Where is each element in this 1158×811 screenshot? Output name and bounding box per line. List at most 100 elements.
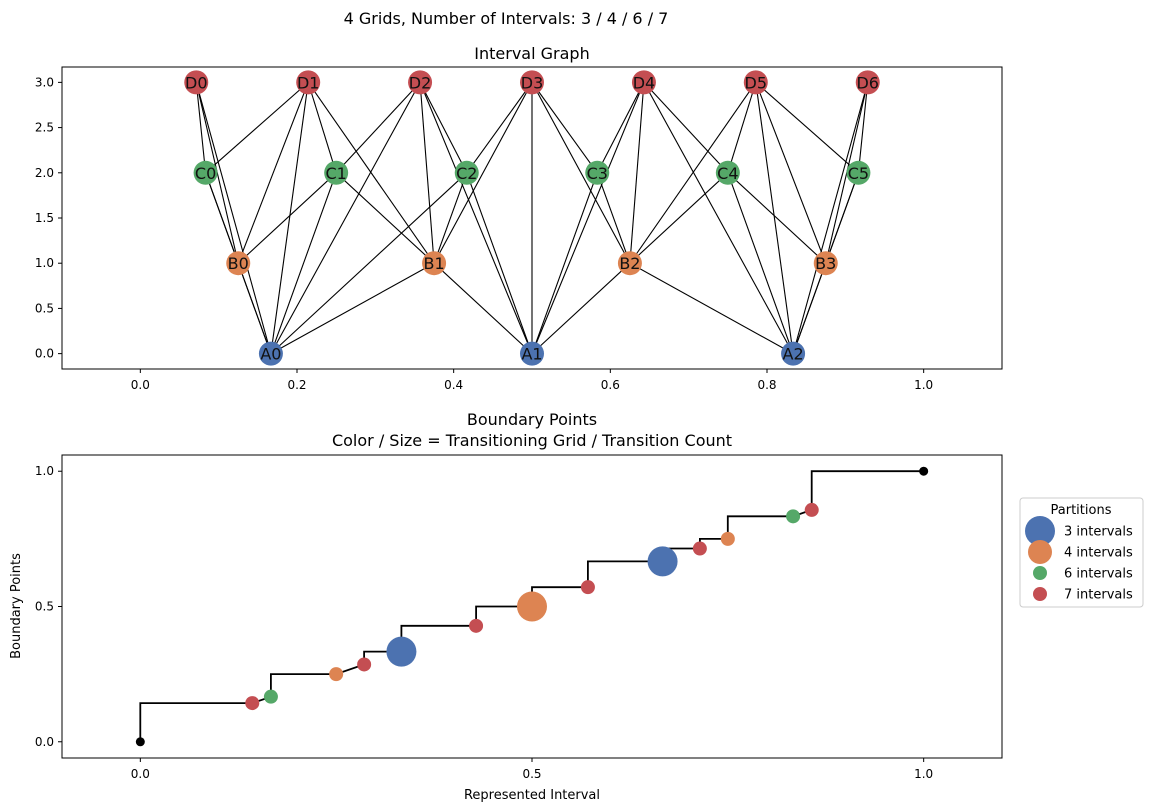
graph-edge-A0-B1 [270,262,435,355]
graph-node-D5 [743,70,768,95]
graph-edge-C5-D6 [857,82,869,173]
graph-node-label-C3: C3 [587,164,608,183]
legend-label: 6 intervals [1064,567,1133,582]
graph-node-B0 [226,251,251,276]
graph-node-label-A2: A2 [783,345,804,364]
x-tick-label: 0.2 [287,378,306,392]
graph-node-C3 [585,160,610,185]
legend-title: Partitions [1051,503,1112,518]
graph-node-label-D4: D4 [633,73,656,92]
legend-entries: 3 intervals 4 intervals 6 intervals 7 inter… [1025,516,1133,603]
graph-node-D4 [631,70,656,95]
interval-graph-edges [195,81,869,355]
y-tick-label: 3.0 [35,75,54,89]
boundary-point-D [469,618,484,633]
graph-edge-C2-D2 [419,82,468,174]
graph-edge-A2-D4 [643,82,794,354]
boundary-point-A [386,636,417,667]
graph-node-C1 [324,160,349,185]
graph-node-label-D1: D1 [297,73,320,92]
graph-node-label-C0: C0 [195,164,216,183]
graph-edge-C3-D3 [531,82,598,174]
y-tick-label: 0.0 [35,735,54,749]
boundary-point-C [786,509,801,524]
graph-edge-C4-D5 [727,82,757,173]
x-tick-label: 0.8 [757,378,776,392]
interval-graph-x-axis: 0.0 0.2 0.4 0.6 0.8 1.0 [131,369,933,392]
graph-edge-B2-D5 [629,82,757,264]
graph-node-D0 [184,70,209,95]
graph-edge-B0-C0 [205,172,239,264]
x-axis-label: Represented Interval [464,788,600,803]
graph-edge-B2-D4 [629,82,645,264]
graph-edge-C1-D1 [307,82,337,173]
boundary-point-B [720,531,735,546]
graph-node-B3 [813,251,838,276]
legend-label: 4 intervals [1064,546,1133,561]
graph-node-D2 [408,70,433,95]
figure-suptitle: 4 Grids, Number of Intervals: 3 / 4 / 6 … [344,9,669,28]
graph-edge-B3-C5 [825,172,859,264]
x-tick-label: 0.0 [131,378,150,392]
boundary-point-B [517,591,547,622]
x-tick-label: 0.4 [444,378,463,392]
endpoint-marker [919,466,929,476]
boundary-point-D [580,580,595,595]
legend-marker-B [1028,540,1052,564]
legend: Partitions 3 intervals 4 intervals 6 inter… [1019,497,1144,608]
graph-edge-B2-C4 [629,172,729,264]
graph-edge-C0-D0 [195,82,207,173]
graph-edge-C4-D4 [643,81,729,174]
graph-node-C5 [846,160,871,185]
graph-node-label-D5: D5 [745,73,768,92]
graph-node-label-A1: A1 [521,345,542,364]
graph-edge-C5-D5 [755,81,859,174]
boundary-points-x-axis: 0.0 0.5 1.0 [131,758,933,781]
graph-node-A1 [520,341,544,366]
legend-marker-D [1033,587,1047,601]
graph-node-D3 [520,70,544,95]
graph-edge-C1-D2 [335,81,421,174]
boundary-points-markers [135,466,929,747]
graph-edge-B2-D3 [531,82,631,264]
graph-edge-B1-C1 [335,172,435,264]
graph-node-label-C1: C1 [325,164,346,183]
x-tick-label: 1.0 [914,767,933,781]
graph-edge-B3-C4 [727,172,827,264]
graph-node-label-D6: D6 [856,73,879,92]
graph-edge-A1-B2 [531,262,631,355]
graph-node-D6 [855,70,880,95]
graph-node-label-C2: C2 [456,164,477,183]
y-tick-label: 1.0 [35,256,54,270]
graph-node-A2 [781,341,806,366]
graph-node-label-B3: B3 [815,254,836,273]
y-tick-label: 1.0 [35,464,54,478]
y-tick-label: 0.5 [35,301,54,315]
graph-edge-C3-D4 [596,82,645,174]
boundary-point-D [804,502,819,517]
graph-edge-A1-D4 [531,82,645,354]
y-tick-label: 2.5 [35,121,54,135]
endpoint-marker [135,737,145,747]
graph-node-B1 [422,251,447,276]
interval-graph-y-axis: 0.0 0.5 1.0 1.5 2.0 2.5 3.0 [35,75,62,361]
graph-node-label-D0: D0 [185,73,208,92]
graph-node-C2 [454,160,479,185]
graph-edge-A1-C3 [531,172,598,354]
x-tick-label: 0.0 [131,767,150,781]
graph-node-label-D2: D2 [409,73,432,92]
graph-edge-A2-C4 [727,172,794,354]
graph-edge-A0-C2 [270,172,468,355]
legend-marker-A [1025,516,1055,546]
graph-node-label-B1: B1 [424,254,445,273]
boundary-point-A [647,546,678,577]
graph-edge-A0-D2 [270,82,421,354]
y-tick-label: 1.5 [35,211,54,225]
y-tick-label: 0.5 [35,600,54,614]
graph-edge-A1-D2 [419,82,533,354]
graph-edge-A0-D0 [195,82,272,354]
graph-edge-B0-C1 [237,172,337,264]
graph-node-label-B0: B0 [228,254,249,273]
legend-marker-C [1033,566,1047,580]
boundary-point-D [357,657,372,672]
